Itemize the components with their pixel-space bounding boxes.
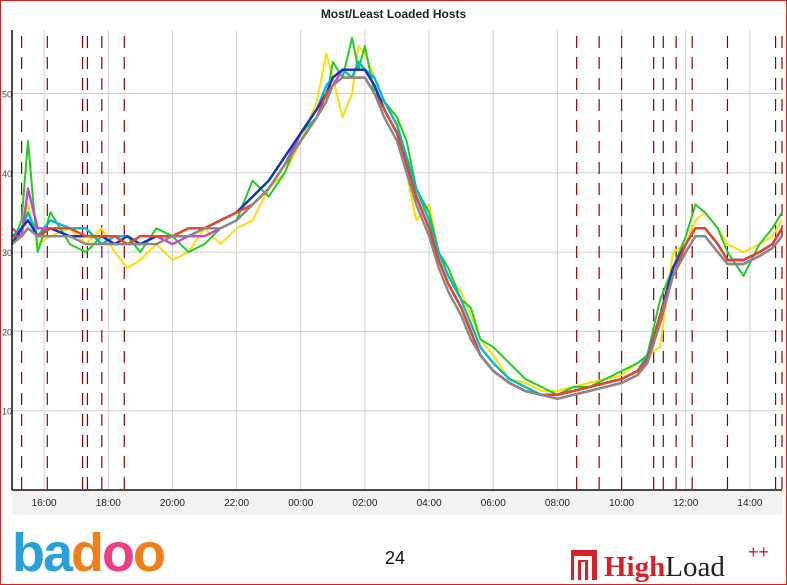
y-tick-label: 20 xyxy=(2,327,12,337)
x-tick-label: 04:00 xyxy=(417,498,442,509)
x-tick-label: 00:00 xyxy=(288,498,313,509)
x-tick-label: 20:00 xyxy=(160,498,185,509)
badoo-logo: badoo xyxy=(12,523,166,583)
y-tick-label: 10 xyxy=(2,407,12,417)
grid-lines xyxy=(12,30,782,490)
series-line-1 xyxy=(11,36,783,396)
svg-text:HighLoad: HighLoad xyxy=(604,551,725,582)
chart-title: Most/Least Loaded Hosts xyxy=(320,7,467,21)
highload-logo: HighLoad ++ xyxy=(571,542,769,582)
x-tick-label: 06:00 xyxy=(481,498,506,509)
y-tick-labels: 10 20 30 40 50 xyxy=(2,89,12,416)
x-tick-label: 08:00 xyxy=(545,498,570,509)
x-axis-band xyxy=(12,490,782,515)
highload-plusplus: ++ xyxy=(748,542,769,562)
x-tick-label: 12:00 xyxy=(673,498,698,509)
x-tick-labels: 16:00 18:00 20:00 22:00 00:00 02:00 04:00 06:00… xyxy=(32,498,763,509)
x-tick-label: 18:00 xyxy=(96,498,121,509)
event-markers xyxy=(21,36,783,490)
x-tick-label: 10:00 xyxy=(609,498,634,509)
plot-area xyxy=(12,30,782,490)
series-line-6 xyxy=(11,76,783,400)
svg-text:badoo: badoo xyxy=(12,523,164,583)
slide-number: 24 xyxy=(384,548,406,568)
y-tick-label: 40 xyxy=(2,169,12,179)
x-tick-label: 22:00 xyxy=(224,498,249,509)
series-lines xyxy=(10,36,784,400)
chart-plot: 16:00 18:00 20:00 22:00 00:00 02:00 04:00 06:00… xyxy=(2,30,784,515)
highload-icon xyxy=(571,550,597,580)
y-tick-label: 30 xyxy=(2,248,12,258)
x-tick-label: 16:00 xyxy=(32,498,57,509)
y-tick-label: 50 xyxy=(2,89,12,99)
x-tick-label: 02:00 xyxy=(352,498,377,509)
series-line-5 xyxy=(12,76,784,396)
x-tick-label: 14:00 xyxy=(737,498,762,509)
